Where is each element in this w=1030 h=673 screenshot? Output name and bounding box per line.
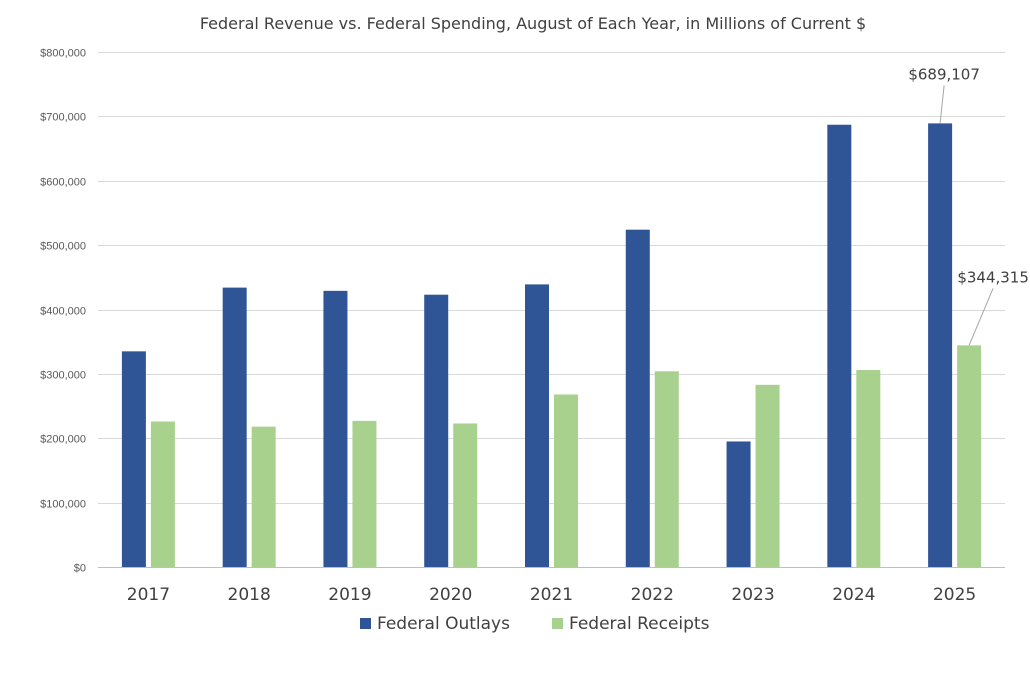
bar-outlays-2023 (726, 441, 751, 567)
bar-outlays-2022 (625, 229, 650, 568)
y-tick-label: $800,000 (40, 48, 86, 60)
bar-receipts-2021 (554, 394, 578, 567)
bar-outlays-2024 (827, 124, 852, 568)
x-tick-label: 2023 (731, 585, 774, 605)
x-tick-label: 2020 (429, 585, 472, 605)
bar-outlays-2025 (928, 123, 953, 568)
x-tick-label: 2021 (530, 585, 573, 605)
bar-receipts-2017 (150, 421, 175, 567)
bar-outlays-2019 (323, 290, 348, 567)
bar-receipts-2022 (654, 371, 679, 567)
bars (121, 123, 982, 568)
y-axis-ticks: $0 $100,000 $200,000 $300,000 $400,000 $500,0… (40, 48, 86, 575)
chart-title: Federal Revenue vs. Federal Spending, Au… (200, 14, 866, 33)
legend-label-outlays: Federal Outlays (377, 614, 510, 634)
x-tick-label: 2017 (127, 585, 170, 605)
y-tick-label: $0 (74, 563, 86, 575)
legend-swatch-receipts (552, 618, 563, 629)
legend-swatch-outlays (360, 618, 371, 629)
bar-receipts-2020 (453, 423, 478, 567)
annotations: $689,107 $344,315 (908, 65, 1029, 346)
y-tick-label: $200,000 (40, 434, 86, 446)
bar-receipts-2018 (251, 426, 276, 567)
bar-receipts-2024 (856, 370, 881, 567)
y-tick-label: $300,000 (40, 370, 86, 382)
x-tick-label: 2022 (631, 585, 674, 605)
annotation-leader-line (939, 85, 945, 124)
bar-outlays-2020 (424, 294, 449, 567)
bar-receipts-2019 (352, 420, 377, 567)
x-tick-label: 2018 (228, 585, 271, 605)
y-tick-label: $100,000 (40, 499, 86, 511)
x-tick-label: 2024 (832, 585, 875, 605)
y-tick-label: $700,000 (40, 112, 86, 124)
bar-receipts-2025 (957, 345, 982, 567)
bar-outlays-2017 (121, 351, 146, 567)
y-tick-label: $400,000 (40, 306, 86, 318)
y-tick-label: $600,000 (40, 177, 86, 189)
x-axis-ticks: 2017 2018 2019 2020 2021 2022 2023 2024 2025 (127, 585, 976, 605)
y-tick-label: $500,000 (40, 241, 86, 253)
bar-outlays-2021 (525, 284, 549, 567)
x-tick-label: 2025 (933, 585, 976, 605)
legend: Federal Outlays Federal Receipts (360, 614, 710, 634)
annotation-label: $344,315 (957, 268, 1029, 286)
legend-label-receipts: Federal Receipts (569, 614, 710, 634)
bar-outlays-2018 (222, 287, 247, 567)
x-tick-label: 2019 (328, 585, 371, 605)
gridlines (98, 52, 1005, 504)
bar-receipts-2023 (755, 384, 780, 567)
annotation-label: $689,107 (908, 65, 980, 83)
annotation-leader-line (968, 288, 994, 346)
